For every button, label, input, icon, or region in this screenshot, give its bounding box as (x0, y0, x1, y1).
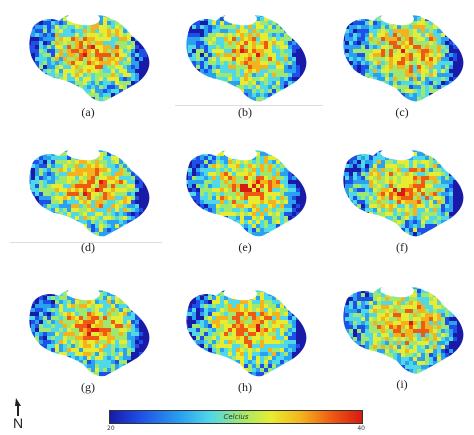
temperature-map (13, 140, 163, 240)
panel-caption: (a) (13, 105, 163, 120)
colorbar: Celcius 20 40 (109, 410, 363, 431)
colorbar-title: Celcius (109, 410, 363, 424)
north-letter: N (13, 415, 23, 430)
temperature-map (327, 277, 474, 377)
panel-caption: (e) (170, 240, 320, 255)
map-panel-e: (e) (170, 140, 320, 255)
panel-caption: (f) (327, 240, 474, 255)
temperature-map (170, 280, 320, 380)
north-arrow-icon (15, 398, 21, 416)
map-panel-g: (g) (13, 280, 163, 395)
temperature-map (170, 140, 320, 240)
map-panel-i: (i) (327, 277, 474, 392)
map-panel-f: (f) (327, 140, 474, 255)
north-arrow: N (8, 394, 38, 430)
panel-caption: (c) (327, 105, 474, 120)
map-panel-h: (h) (170, 280, 320, 395)
map-panel-c: (c) (327, 5, 474, 120)
temperature-map (13, 5, 163, 105)
panel-caption: (d) (13, 240, 163, 255)
map-panel-a: (a) (13, 5, 163, 120)
panel-caption: (b) (170, 105, 320, 120)
temperature-map (327, 5, 474, 105)
panel-caption: (h) (170, 380, 320, 395)
temperature-map (170, 5, 320, 105)
map-panel-d: (d) (13, 140, 163, 255)
panel-caption: (i) (327, 377, 474, 392)
temperature-map (327, 140, 474, 240)
panel-caption: (g) (13, 380, 163, 395)
temperature-map (13, 280, 163, 380)
map-panel-b: (b) (170, 5, 320, 120)
